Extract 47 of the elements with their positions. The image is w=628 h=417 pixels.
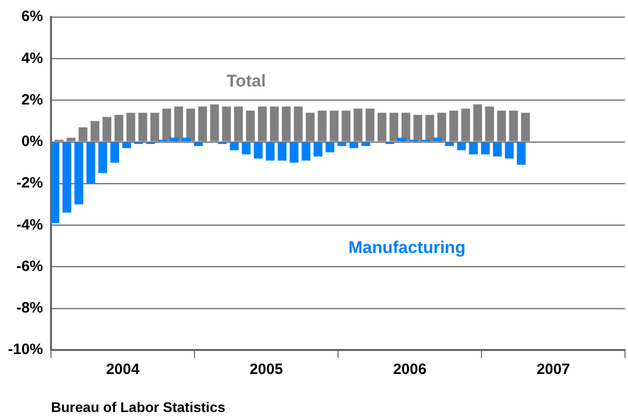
bar bbox=[266, 142, 275, 161]
y-tick-label: -8% bbox=[16, 300, 44, 317]
bar bbox=[254, 142, 263, 159]
bar bbox=[122, 142, 132, 148]
y-tick-label: -4% bbox=[16, 216, 44, 234]
bar bbox=[182, 138, 191, 142]
y-tick-label: -10% bbox=[8, 341, 44, 358]
bar bbox=[516, 142, 526, 165]
y-tick-label: 0% bbox=[21, 133, 44, 150]
y-tick-label: -2% bbox=[16, 174, 44, 192]
bar bbox=[86, 142, 96, 184]
bar bbox=[194, 142, 203, 146]
bar bbox=[62, 142, 72, 213]
bar bbox=[314, 142, 322, 156]
bar bbox=[433, 138, 442, 142]
bar bbox=[469, 142, 478, 154]
y-tick-label: -6% bbox=[16, 258, 44, 275]
text: Manufacturing bbox=[348, 238, 466, 258]
bar bbox=[290, 142, 298, 163]
y-tick-label: 4% bbox=[21, 50, 44, 67]
y-tick-label: 6% bbox=[21, 8, 44, 26]
bar bbox=[110, 142, 120, 163]
bar bbox=[492, 142, 502, 156]
x-tick-label: 2006 bbox=[393, 361, 426, 378]
bar bbox=[74, 142, 84, 204]
bar bbox=[242, 142, 251, 154]
x-tick-label: 2004 bbox=[106, 361, 140, 378]
bar bbox=[278, 142, 286, 161]
bar bbox=[361, 142, 370, 146]
series-label: Total bbox=[226, 72, 266, 91]
bar bbox=[230, 142, 239, 150]
bar bbox=[504, 142, 514, 159]
bar bbox=[338, 142, 346, 146]
y-tick-label: 2% bbox=[21, 91, 44, 108]
bar bbox=[480, 142, 490, 154]
text: Bureau of Labor Statistics bbox=[51, 398, 226, 415]
bar bbox=[397, 138, 406, 142]
bar bbox=[302, 142, 310, 161]
bar bbox=[349, 142, 358, 148]
bar bbox=[326, 142, 334, 152]
bar bbox=[170, 138, 179, 142]
bar bbox=[98, 142, 108, 174]
x-tick-label: 2007 bbox=[536, 361, 570, 378]
bar bbox=[457, 142, 466, 150]
bar bbox=[51, 142, 60, 224]
bar bbox=[445, 142, 454, 146]
x-tick-label: 2005 bbox=[250, 361, 283, 378]
